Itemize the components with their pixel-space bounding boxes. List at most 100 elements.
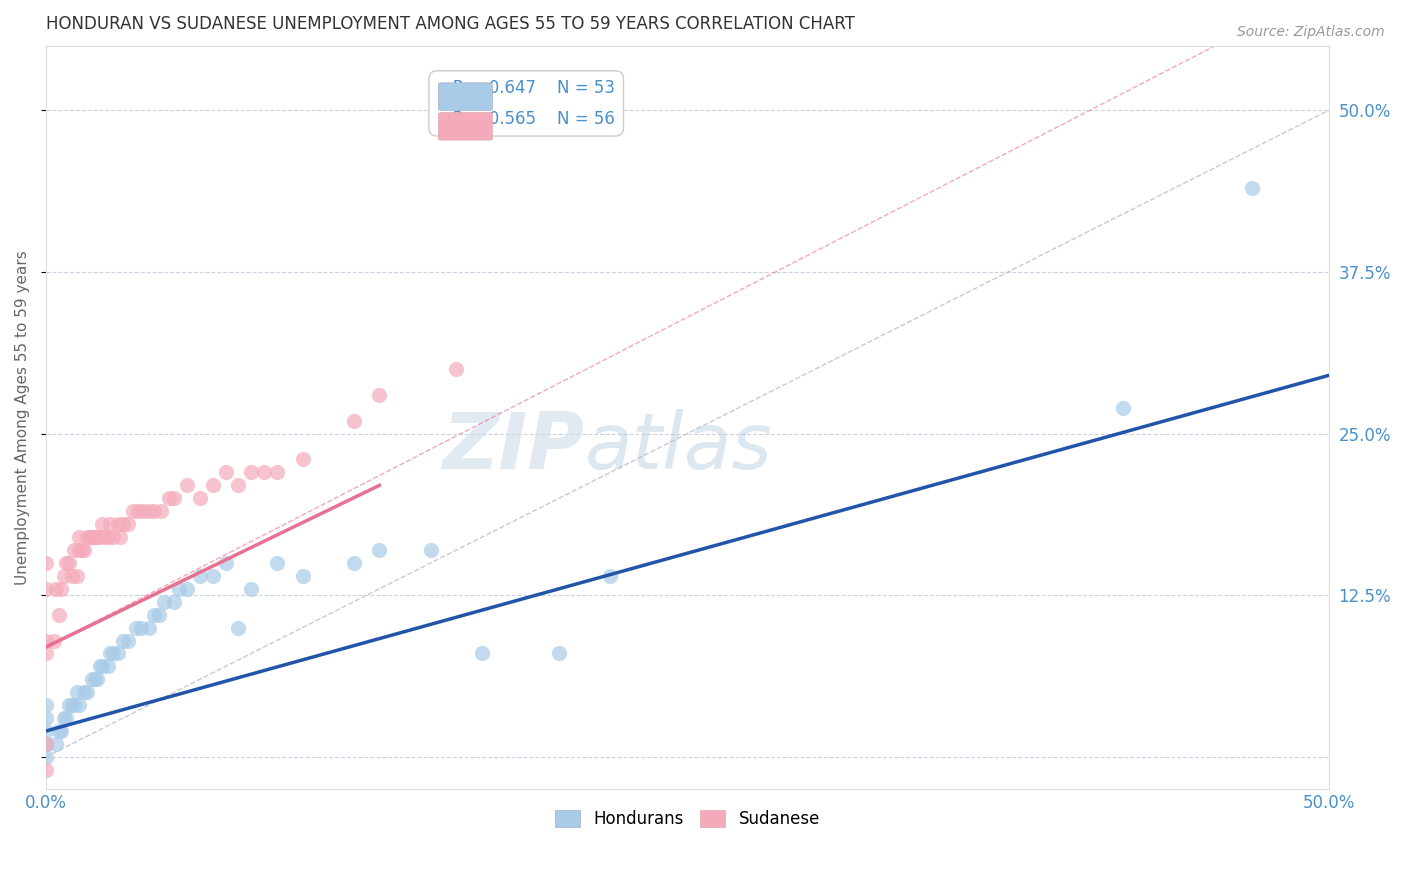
Point — [153, 595, 176, 609]
Point — [55, 556, 77, 570]
Point — [343, 414, 366, 428]
Point — [35, 711, 58, 725]
Point — [142, 504, 165, 518]
Text: ZIP: ZIP — [443, 409, 585, 485]
Point — [101, 530, 124, 544]
Point — [214, 466, 236, 480]
Text: R = 0.647    N = 53
   R = 0.565    N = 56: R = 0.647 N = 53 R = 0.565 N = 56 — [437, 79, 616, 128]
Point — [55, 711, 77, 725]
Point — [101, 647, 124, 661]
Point — [107, 647, 129, 661]
Point — [82, 673, 104, 687]
Point — [83, 673, 105, 687]
Point — [76, 530, 98, 544]
Point — [138, 621, 160, 635]
Point — [82, 530, 104, 544]
Point — [419, 543, 441, 558]
Point — [91, 517, 114, 532]
Point — [67, 530, 90, 544]
Point — [63, 543, 86, 558]
Point — [176, 478, 198, 492]
Point — [446, 362, 468, 376]
Point — [52, 711, 75, 725]
Point — [188, 491, 211, 506]
Point — [58, 698, 80, 713]
Point — [240, 582, 263, 596]
Point — [35, 556, 58, 570]
Point — [548, 647, 571, 661]
Point — [110, 530, 132, 544]
Point — [188, 569, 211, 583]
Point — [45, 737, 67, 751]
Point — [148, 607, 170, 622]
Point — [122, 504, 145, 518]
Point — [266, 556, 288, 570]
Point — [240, 466, 263, 480]
Point — [51, 724, 73, 739]
Point — [52, 569, 75, 583]
Point — [86, 530, 108, 544]
Point — [169, 582, 191, 596]
Point — [35, 582, 58, 596]
Point — [111, 633, 134, 648]
FancyBboxPatch shape — [439, 83, 492, 111]
Point — [1112, 401, 1135, 415]
Point — [150, 504, 173, 518]
Point — [76, 685, 98, 699]
Point — [89, 530, 111, 544]
Point — [48, 724, 70, 739]
Point — [343, 556, 366, 570]
Point — [96, 659, 118, 673]
Point — [73, 543, 96, 558]
Point — [98, 517, 121, 532]
Text: Source: ZipAtlas.com: Source: ZipAtlas.com — [1237, 25, 1385, 39]
Point — [86, 673, 108, 687]
Point — [35, 737, 58, 751]
Point — [163, 595, 186, 609]
Point — [163, 491, 186, 506]
Point — [79, 530, 101, 544]
Point — [35, 763, 58, 777]
Point — [368, 388, 391, 402]
Point — [111, 517, 134, 532]
Point — [91, 659, 114, 673]
Point — [117, 633, 139, 648]
Point — [157, 491, 180, 506]
Point — [142, 607, 165, 622]
Point — [599, 569, 621, 583]
Point — [117, 517, 139, 532]
Point — [63, 698, 86, 713]
Point — [70, 543, 93, 558]
Point — [35, 633, 58, 648]
Point — [35, 647, 58, 661]
Point — [35, 750, 58, 764]
Point — [83, 530, 105, 544]
Point — [125, 621, 148, 635]
Point — [201, 569, 224, 583]
Point — [35, 698, 58, 713]
Point — [94, 530, 117, 544]
Point — [73, 685, 96, 699]
Point — [98, 647, 121, 661]
Point — [35, 737, 58, 751]
Point — [66, 685, 89, 699]
Point — [138, 504, 160, 518]
Point — [228, 478, 250, 492]
Point — [35, 737, 58, 751]
Point — [58, 556, 80, 570]
Point — [127, 504, 149, 518]
Y-axis label: Unemployment Among Ages 55 to 59 years: Unemployment Among Ages 55 to 59 years — [15, 250, 30, 585]
Point — [82, 530, 104, 544]
Text: HONDURAN VS SUDANESE UNEMPLOYMENT AMONG AGES 55 TO 59 YEARS CORRELATION CHART: HONDURAN VS SUDANESE UNEMPLOYMENT AMONG … — [46, 15, 855, 33]
Point — [67, 543, 90, 558]
Point — [96, 530, 118, 544]
Point — [51, 582, 73, 596]
Point — [368, 543, 391, 558]
Point — [60, 569, 83, 583]
Point — [471, 647, 494, 661]
Point — [66, 569, 89, 583]
Point — [201, 478, 224, 492]
Point — [35, 724, 58, 739]
Point — [107, 517, 129, 532]
Point — [228, 621, 250, 635]
